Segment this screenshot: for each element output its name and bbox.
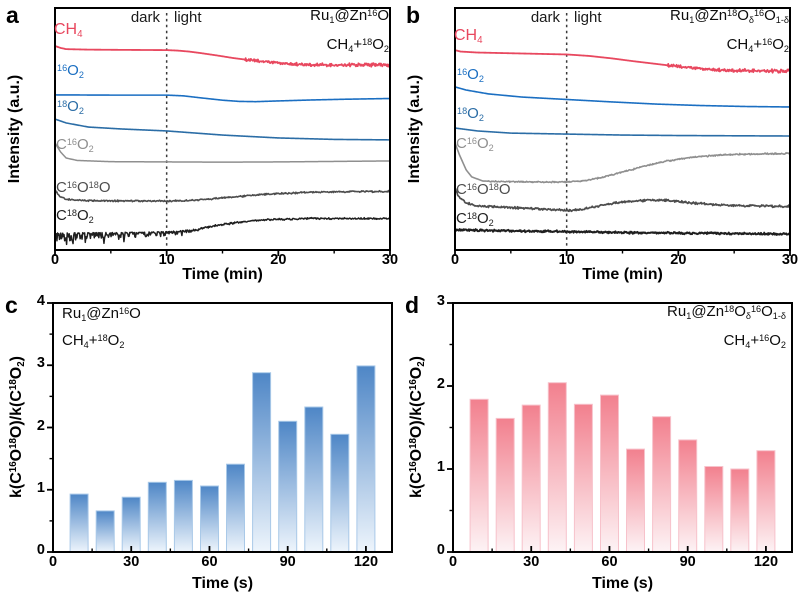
y-tick-label: 3 [36, 355, 45, 372]
y-tick-label: 0 [36, 542, 45, 558]
panel-c: c Ru1@Zn16O CH4+18O2 k(C16O18O)/k(C18O2)… [0, 288, 400, 602]
panel-a-reactant-title: CH4+18O2 [326, 36, 389, 54]
panel-a-light-label: light [174, 9, 202, 26]
panel-b-series-label-16o2: 16O2 [457, 66, 484, 84]
panel-a-letter: a [6, 2, 19, 28]
panel-b-reactant-title: CH4+16O2 [726, 36, 789, 54]
panel-d: d Ru1@Zn18Oδ16O1-δ CH4+16O2 k(C16O18O)/k… [400, 288, 800, 602]
panel-d-x-axis-title: Time (s) [591, 575, 654, 592]
panel-b-catalyst-title: Ru1@Zn18Oδ16O1-δ [670, 7, 789, 25]
panel-c-plot-canvas [47, 302, 393, 553]
x-tick-label: 90 [279, 554, 296, 570]
x-tick-label: 60 [601, 554, 618, 570]
y-tick-label: 2 [36, 417, 45, 434]
x-tick-label: 30 [523, 554, 540, 570]
x-tick-label: 30 [381, 252, 399, 268]
panel-d-catalyst-title: Ru1@Zn18Oδ16O1-δ [667, 303, 786, 321]
panel-b-dark-label: dark [530, 9, 560, 26]
panel-c-reactant-title: CH4+18O2 [62, 332, 125, 350]
x-tick-label: 30 [123, 554, 140, 570]
panel-b-letter: b [406, 2, 421, 28]
y-tick-label: 1 [436, 459, 445, 475]
panel-b-series-label-18o2: 18O2 [457, 105, 484, 123]
x-tick-label: 0 [48, 554, 58, 570]
panel-a-dark-label: dark [130, 9, 160, 26]
x-tick-label: 60 [201, 554, 218, 570]
y-tick-label: 0 [436, 542, 445, 558]
panel-a-series-label-c16o18o: C16O18O [56, 179, 111, 196]
panel-a-series-label-18o2: 18O2 [57, 98, 84, 116]
x-tick-label: 30 [781, 252, 799, 268]
x-tick-label: 0 [448, 554, 458, 570]
panel-a: a Ru1@Zn16O CH4+18O2 dark light Intensit… [0, 0, 400, 288]
panel-c-x-axis-title: Time (s) [191, 575, 254, 592]
x-tick-label: 20 [670, 252, 687, 268]
panel-b-light-label: light [574, 9, 602, 26]
x-tick-label: 10 [158, 252, 175, 268]
panel-a-series-label-16o2: 16O2 [57, 62, 84, 80]
y-tick-label: 3 [436, 293, 445, 309]
y-tick-label: 2 [436, 376, 445, 392]
panel-b-series-label-c16o18o: C16O18O [456, 181, 511, 198]
panel-a-catalyst-title: Ru1@Zn16O [310, 7, 389, 25]
x-tick-label: 120 [753, 554, 779, 570]
panel-a-series-label-c18o2: C18O2 [56, 207, 94, 225]
y-tick-label: 1 [36, 479, 45, 496]
panel-c-letter: c [5, 292, 18, 318]
x-tick-label: 120 [353, 554, 379, 570]
panel-c-catalyst-title: Ru1@Zn16O [62, 305, 141, 323]
panel-b: b Ru1@Zn18Oδ16O1-δ CH4+16O2 dark light I… [400, 0, 800, 288]
panel-d-letter: d [405, 292, 420, 318]
panel-b-x-axis-title: Time (min) [582, 266, 663, 283]
panel-a-plot-canvas [54, 7, 391, 256]
x-tick-label: 10 [558, 252, 575, 268]
x-tick-label: 90 [679, 554, 696, 570]
panel-b-y-axis-title: Intensity (a.u.) [406, 74, 423, 184]
x-tick-label: 20 [270, 252, 287, 268]
x-tick-label: 0 [50, 252, 60, 268]
panel-a-x-axis-title: Time (min) [182, 266, 263, 283]
panel-a-series-label-c16o2: C16O2 [56, 136, 94, 154]
x-tick-label: 0 [450, 252, 460, 268]
panel-b-series-label-c18o2: C18O2 [456, 210, 494, 228]
panel-d-plot-canvas [447, 302, 793, 553]
panel-b-series-label-c16o2: C16O2 [456, 135, 494, 153]
panel-a-series-label-ch4: CH4 [54, 21, 83, 40]
panel-a-y-axis-title: Intensity (a.u.) [6, 74, 23, 184]
panel-b-series-label-ch4: CH4 [454, 27, 483, 46]
panel-b-plot-canvas [454, 7, 791, 256]
panel-d-reactant-title: CH4+16O2 [723, 332, 786, 350]
y-tick-label: 4 [36, 293, 45, 309]
